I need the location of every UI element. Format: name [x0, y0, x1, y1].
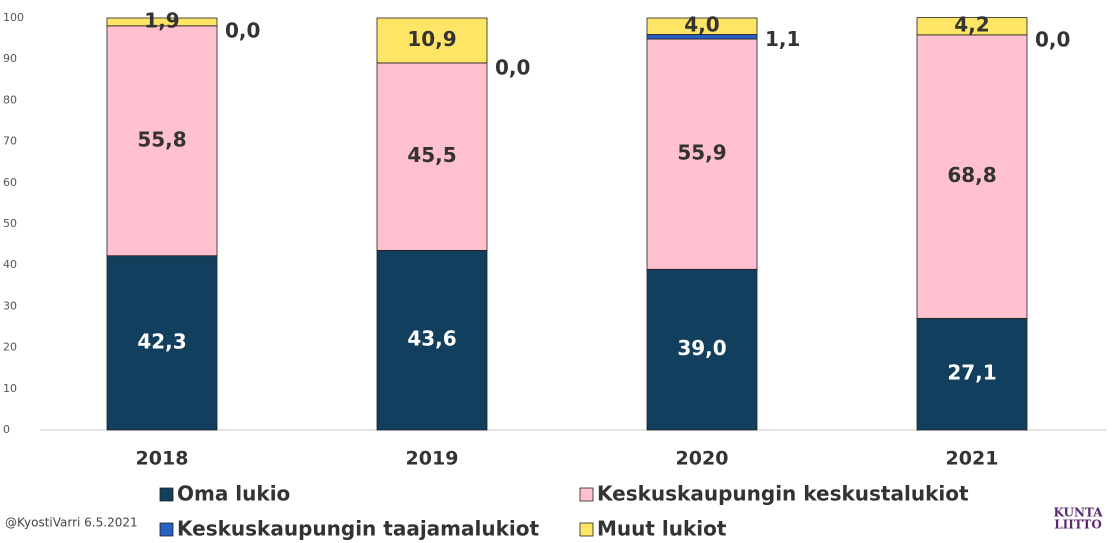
x-tick-label: 2020	[676, 448, 729, 470]
value-label: 1,1	[765, 27, 800, 51]
value-label: 10,9	[407, 27, 456, 51]
y-tick-label: 20	[3, 341, 17, 354]
bar-segment	[916, 34, 1028, 319]
value-label: 43,6	[407, 327, 456, 351]
bar-segment	[376, 17, 488, 64]
y-tick-label: 100	[3, 11, 24, 24]
bar-segment	[106, 255, 218, 431]
y-tick-label: 60	[3, 176, 17, 189]
y-tick-label: 50	[3, 217, 17, 230]
logo: LIITTO	[1054, 518, 1102, 532]
legend-swatch	[159, 522, 174, 537]
x-tick-label: 2019	[406, 448, 459, 470]
value-label: 27,1	[947, 361, 996, 385]
value-label: 55,9	[677, 141, 726, 165]
bar-segment	[376, 249, 488, 431]
bar-segment	[646, 17, 758, 35]
legend-label: Muut lukiot	[597, 517, 727, 541]
value-label: 68,8	[947, 163, 996, 187]
y-tick-label: 40	[3, 258, 17, 271]
value-label: 0,0	[1035, 27, 1070, 51]
value-label: 1,9	[144, 8, 179, 32]
legend-label: Keskuskaupungin keskustalukiot	[597, 482, 969, 506]
bar-segment	[916, 317, 1028, 431]
bar-segment	[376, 62, 488, 251]
legend-label: Oma lukio	[177, 482, 290, 506]
value-label: 0,0	[225, 18, 260, 42]
value-label: 39,0	[677, 336, 726, 360]
value-label: 42,3	[137, 329, 186, 353]
source: @KyostiVarri 6.5.2021	[5, 516, 138, 530]
value-label: 4,2	[954, 13, 989, 37]
bar-segment	[106, 17, 218, 27]
y-tick-label: 30	[3, 299, 17, 312]
x-tick-label: 2021	[946, 448, 999, 470]
value-label: 4,0	[684, 13, 719, 37]
value-label: 0,0	[495, 55, 530, 79]
y-tick-label: 10	[3, 382, 17, 395]
bar-segment	[646, 268, 758, 431]
legend-label: Keskuskaupungin taajamalukiot	[177, 517, 539, 541]
bar-segment	[646, 38, 758, 270]
y-tick-label: 90	[3, 52, 17, 65]
legend-swatch	[579, 487, 594, 502]
y-tick-label: 70	[3, 135, 17, 148]
value-label: 55,8	[137, 127, 186, 151]
bar-segment	[106, 25, 218, 257]
y-tick-label: 0	[3, 423, 10, 436]
bar-segment	[916, 17, 1028, 36]
y-tick-label: 80	[3, 93, 17, 106]
legend-swatch	[579, 522, 594, 537]
x-tick-label: 2018	[136, 448, 189, 470]
legend-swatch	[159, 487, 174, 502]
logo: KUNTA	[1053, 506, 1103, 520]
value-label: 45,5	[407, 143, 456, 167]
